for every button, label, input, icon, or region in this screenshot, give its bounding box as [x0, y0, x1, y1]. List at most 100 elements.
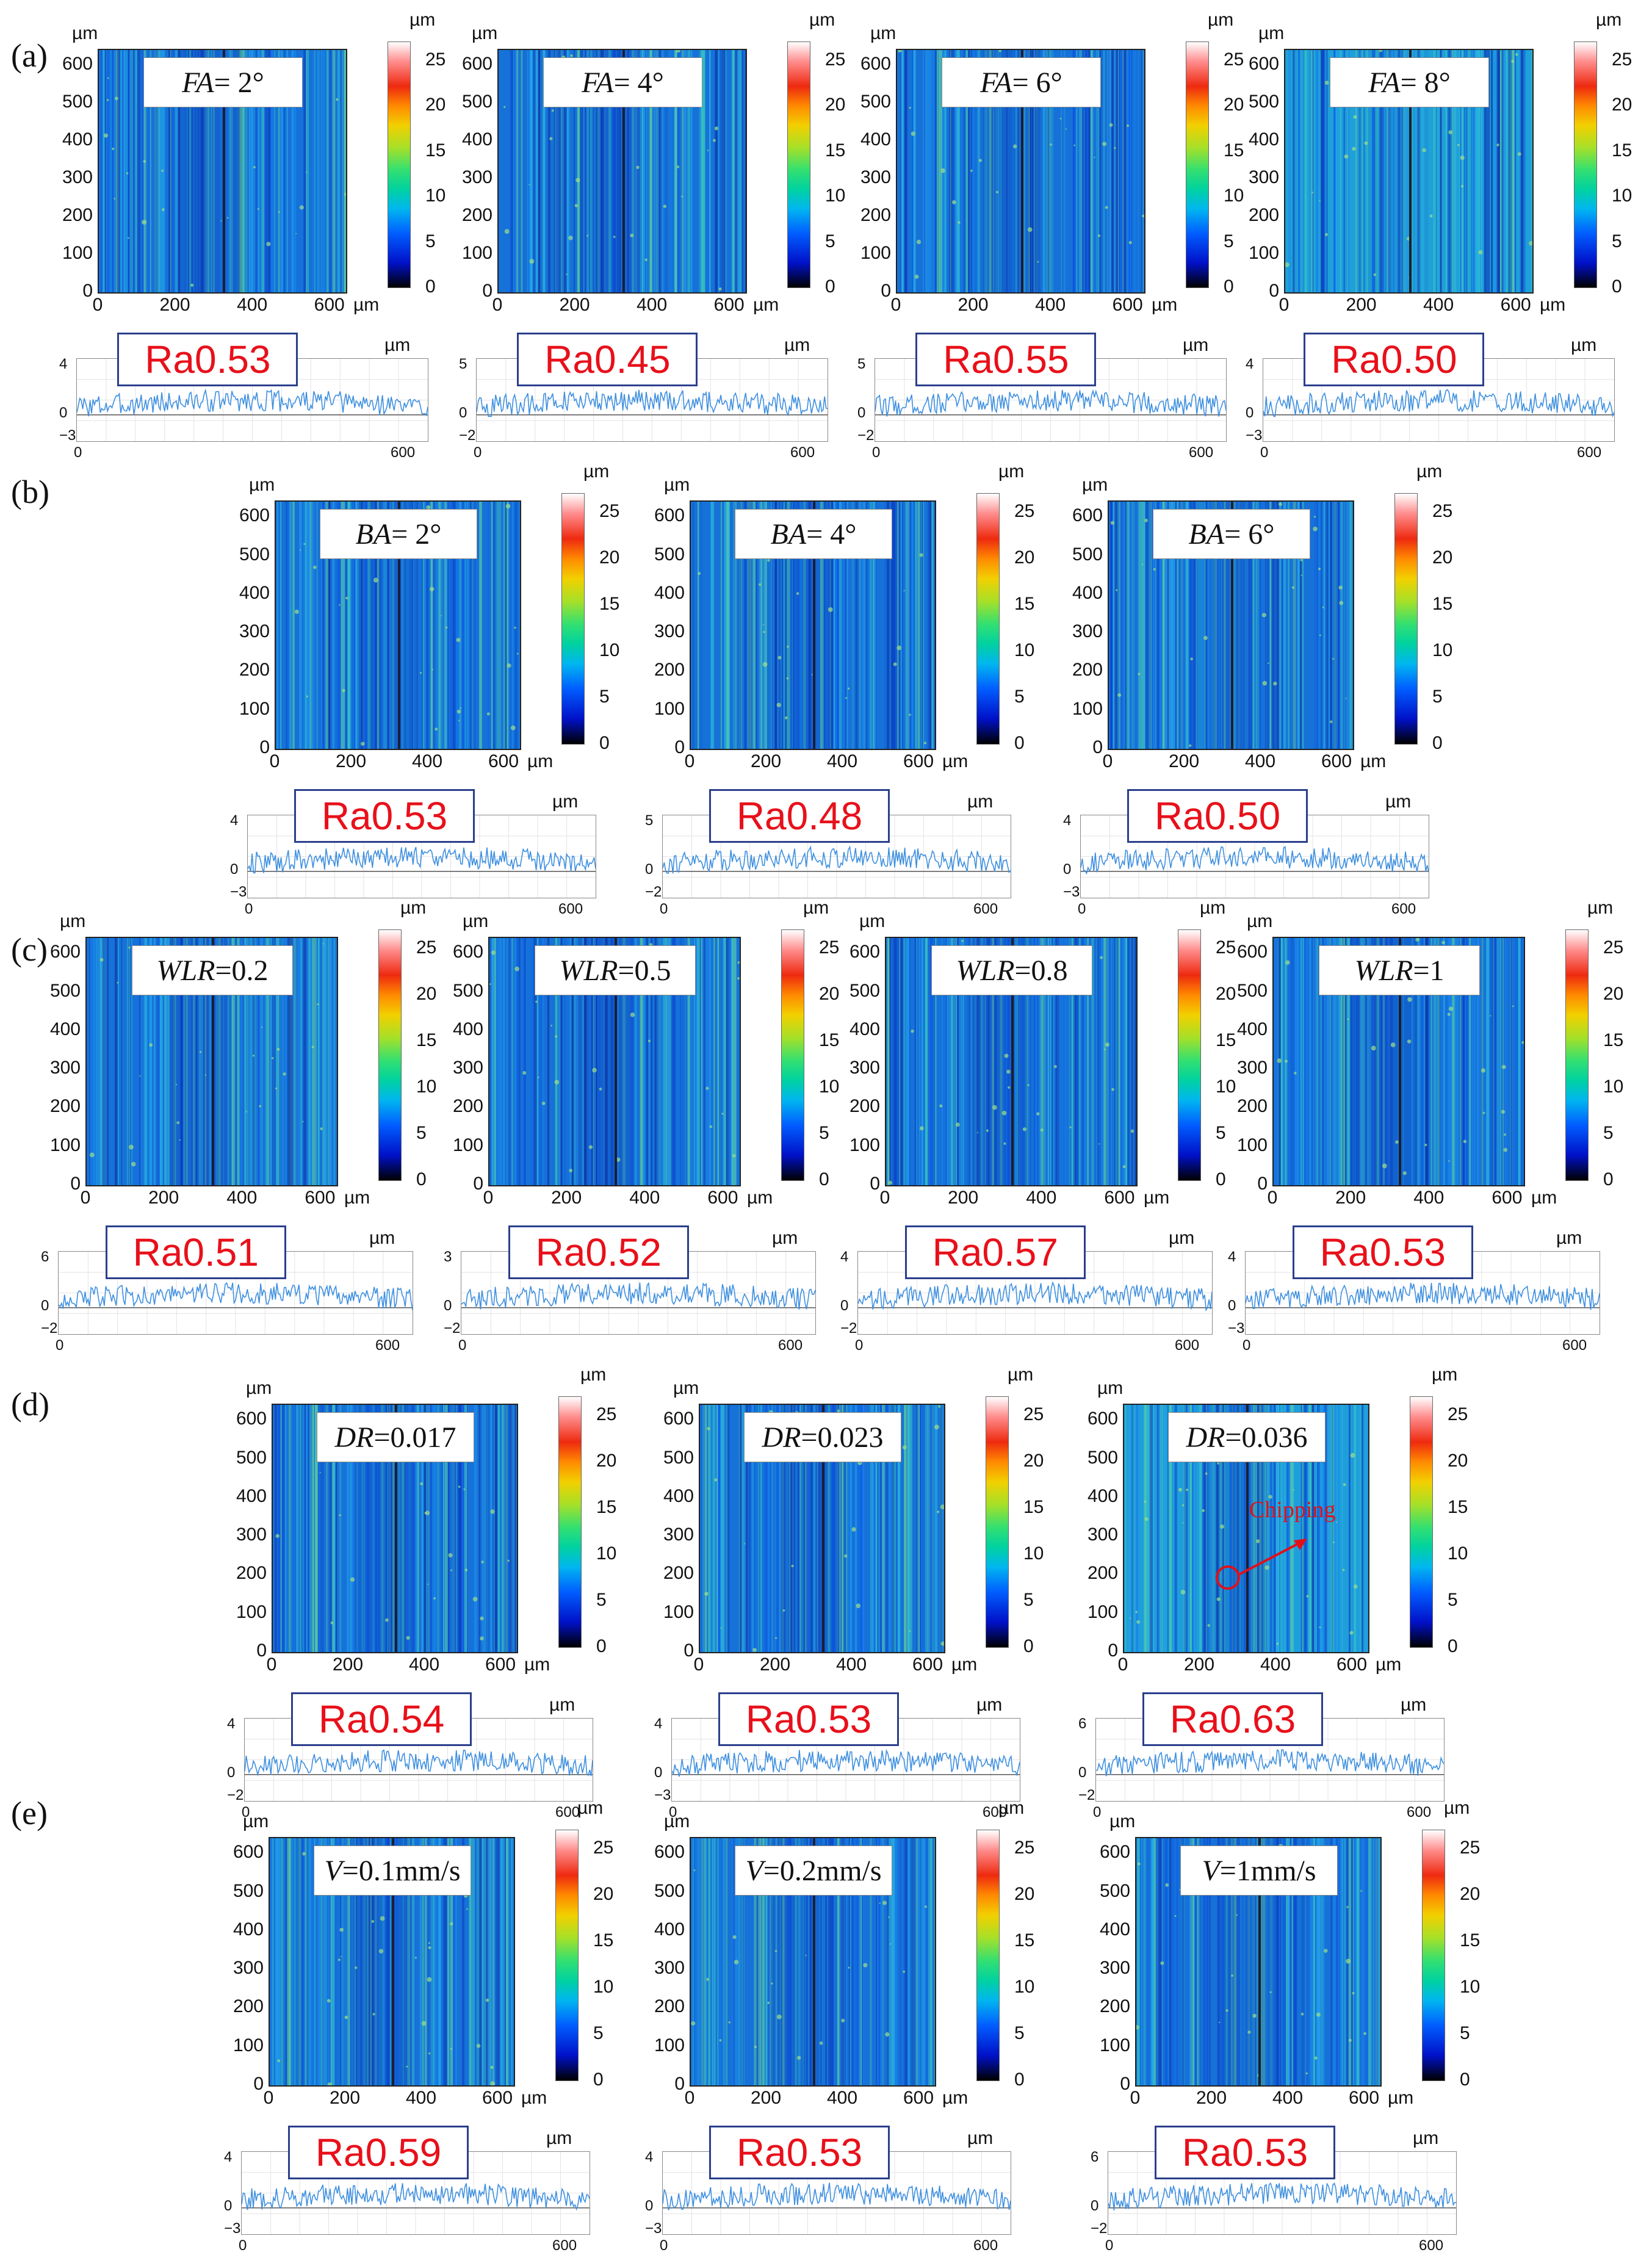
x-tick: 600: [707, 1188, 738, 1208]
panel-title: FA = 4°: [543, 57, 703, 107]
section-label: (b): [11, 474, 49, 510]
colorbar-tick: 0: [1014, 2069, 1025, 2090]
profile-x-tick: 600: [973, 901, 998, 917]
colorbar-tick: 5: [1448, 1590, 1458, 1611]
y-tick: 300: [654, 1958, 685, 1979]
x-tick: 0: [1130, 2088, 1141, 2108]
surface-map-dr-2: DR =0.023: [699, 1404, 945, 1653]
x-tick: 0: [693, 1654, 704, 1675]
profile-x-tick: 600: [1407, 1804, 1432, 1820]
profile-y-tick: 0: [857, 404, 866, 421]
x-tick: 400: [1413, 1188, 1445, 1208]
y-tick: 200: [654, 660, 685, 680]
colorbar-tick: 0: [425, 276, 436, 297]
profile-x-tick: 0: [872, 444, 881, 461]
profile-y-tick: 4: [654, 1716, 663, 1732]
y-tick: 0: [70, 1174, 81, 1194]
panel-title: WLR =0.8: [931, 945, 1093, 995]
surface-map-fa-2: FA = 4°: [497, 49, 747, 294]
x-tick: 600: [1104, 1188, 1135, 1208]
colorbar-tick: 0: [1612, 276, 1622, 297]
y-axis-unit: µm: [870, 23, 896, 43]
y-tick: 100: [663, 1601, 694, 1622]
panel-title: V =1mm/s: [1180, 1846, 1338, 1896]
y-tick: 300: [233, 1958, 264, 1979]
y-tick: 600: [1099, 1842, 1130, 1863]
y-tick: 600: [654, 1842, 685, 1863]
y-tick: 400: [1248, 129, 1279, 150]
y-tick: 200: [1236, 1096, 1268, 1117]
profile-y-tick: 5: [459, 356, 467, 372]
x-axis-unit: µm: [951, 1654, 978, 1675]
panel-title: WLR =1: [1318, 945, 1481, 995]
profile-x-tick: 600: [552, 2237, 577, 2254]
title-value: = 2°: [391, 518, 442, 550]
x-tick: 400: [411, 751, 443, 771]
title-variable: DR: [762, 1421, 801, 1454]
colorbar-tick: 20: [1448, 1451, 1468, 1471]
x-axis-unit: µm: [1531, 1188, 1557, 1208]
panel-title: WLR =0.2: [131, 945, 294, 995]
y-axis-unit: µm: [859, 911, 886, 931]
x-axis-unit: µm: [1144, 1188, 1170, 1208]
y-tick: 500: [49, 980, 81, 1001]
colorbar-tick: 20: [1603, 984, 1624, 1005]
colorbar-unit: µm: [409, 10, 436, 30]
colorbar-unit: µm: [1587, 898, 1614, 918]
profile-y-tick: 4: [59, 356, 68, 372]
colorbar-tick: 15: [1216, 1030, 1236, 1051]
y-tick: 0: [82, 281, 93, 301]
profile-unit: µm: [1571, 335, 1597, 355]
y-tick: 600: [452, 942, 483, 962]
y-tick: 200: [1099, 1996, 1130, 2017]
y-tick: 100: [62, 242, 93, 263]
x-tick: 400: [226, 1188, 258, 1208]
colorbar-tick: 0: [1014, 733, 1025, 753]
colorbar-tick: 0: [596, 1636, 607, 1656]
panel-title: FA = 6°: [941, 57, 1102, 107]
y-tick: 300: [49, 1058, 81, 1078]
colorbar-tick: 10: [1014, 1977, 1035, 1997]
y-tick: 300: [849, 1058, 880, 1078]
profile-unit: µm: [1169, 1228, 1195, 1248]
profile-y-tick: −2: [459, 427, 476, 444]
panel-title: V =0.2mm/s: [735, 1846, 892, 1896]
x-tick: 200: [1168, 751, 1200, 771]
profile-unit: µm: [1183, 335, 1209, 355]
y-tick: 400: [860, 129, 891, 150]
panel-title: FA = 2°: [143, 57, 303, 107]
y-tick: 300: [1236, 1058, 1268, 1078]
panel-title: FA = 8°: [1329, 57, 1490, 107]
y-tick: 200: [233, 1996, 264, 2017]
colorbar-tick: 20: [1216, 984, 1236, 1005]
colorbar-tick: 5: [825, 231, 835, 251]
y-tick: 300: [1248, 167, 1279, 187]
colorbar-tick: 15: [596, 1497, 617, 1518]
colorbar-tick: 20: [1224, 95, 1244, 115]
x-tick: 200: [148, 1188, 179, 1208]
colorbar-tick: 0: [1023, 1636, 1034, 1656]
colorbar: [986, 1396, 1009, 1648]
y-tick: 500: [1072, 544, 1103, 565]
profile-x-tick: 600: [555, 1804, 580, 1820]
surface-map-dr-1: DR =0.017: [272, 1404, 518, 1653]
ra-value-dr-2: Ra0.53: [718, 1692, 899, 1746]
colorbar: [1574, 41, 1597, 288]
x-tick: 200: [948, 1188, 979, 1208]
ra-value-fa-4: Ra0.50: [1304, 333, 1485, 386]
profile-y-tick: 0: [1063, 861, 1072, 878]
colorbar-unit: µm: [1208, 10, 1234, 30]
y-axis-unit: µm: [1082, 475, 1108, 495]
x-tick: 0: [92, 295, 103, 315]
ra-value-ba-1: Ra0.53: [294, 789, 475, 843]
colorbar-tick: 5: [1224, 231, 1234, 251]
profile-unit: µm: [784, 335, 810, 355]
colorbar-tick: 10: [825, 186, 846, 206]
colorbar-tick: 10: [1460, 1977, 1481, 1997]
profile-x-tick: 0: [245, 901, 253, 917]
y-tick: 0: [482, 281, 492, 301]
title-variable: FA: [182, 66, 214, 99]
colorbar-tick: 10: [1603, 1077, 1624, 1097]
y-tick: 100: [49, 1135, 81, 1155]
colorbar-unit: µm: [580, 1365, 607, 1385]
